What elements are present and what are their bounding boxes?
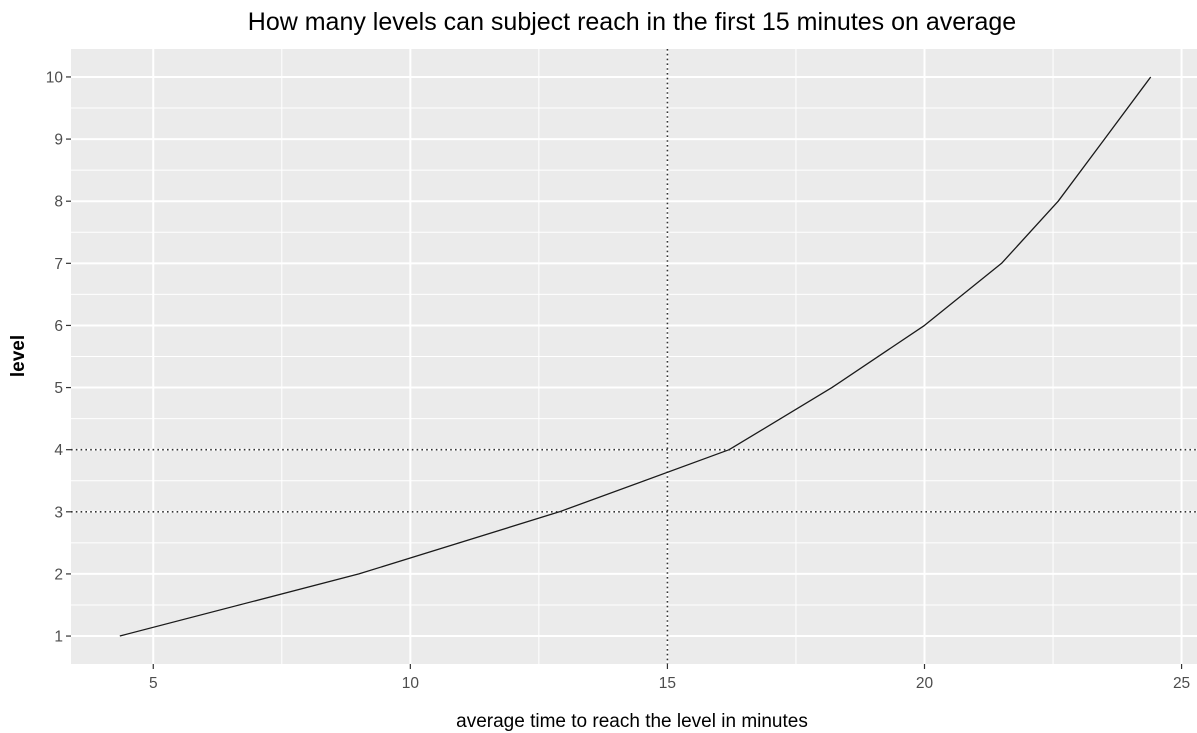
y-tick-labels: 1 2 3 4 5 6 7 8 9 10 bbox=[46, 69, 64, 645]
series-line-1 bbox=[119, 76, 1152, 637]
x-tick-label: 25 bbox=[1173, 675, 1190, 692]
x-tick-label: 20 bbox=[916, 675, 934, 692]
y-tick-label: 5 bbox=[54, 380, 63, 397]
y-tick-label: 10 bbox=[46, 69, 64, 86]
x-tick-label: 10 bbox=[402, 675, 420, 692]
y-tick-label: 1 bbox=[54, 629, 63, 646]
y-axis-label: level bbox=[8, 335, 29, 377]
series-layer bbox=[119, 76, 1152, 637]
y-tick-label: 8 bbox=[54, 194, 63, 211]
y-tick-label: 7 bbox=[54, 256, 63, 273]
tick-marks bbox=[66, 76, 1183, 669]
y-tick-label: 4 bbox=[54, 442, 63, 459]
reference-lines bbox=[71, 49, 1197, 664]
grid-minor bbox=[71, 49, 1197, 664]
chart-title: How many levels can subject reach in the… bbox=[248, 8, 1016, 36]
y-tick-label: 3 bbox=[54, 504, 63, 521]
y-tick-label: 2 bbox=[54, 566, 63, 583]
x-axis-label: average time to reach the level in minut… bbox=[456, 711, 808, 732]
y-tick-label: 6 bbox=[54, 318, 63, 335]
x-tick-label: 15 bbox=[659, 675, 676, 692]
x-tick-label: 5 bbox=[149, 675, 158, 692]
y-tick-label: 9 bbox=[54, 132, 63, 149]
x-tick-labels: 5 10 15 20 25 bbox=[149, 675, 1190, 692]
